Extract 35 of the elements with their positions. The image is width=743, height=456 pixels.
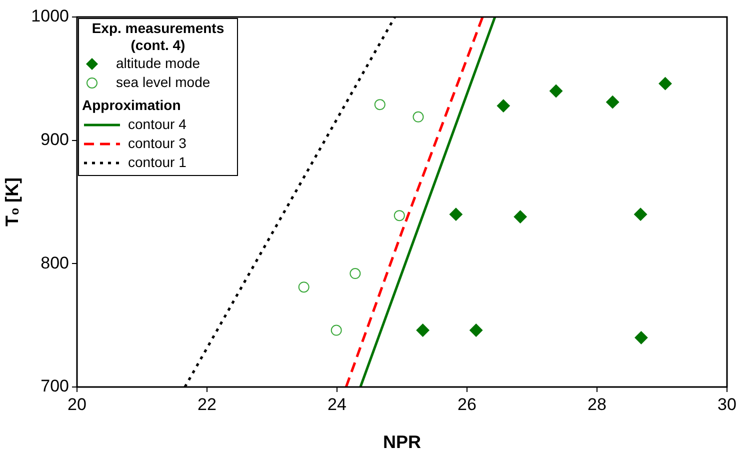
point [496, 99, 510, 112]
legend-label: contour 4 [128, 115, 186, 134]
point [394, 210, 405, 222]
point [350, 268, 361, 280]
point [374, 99, 386, 110]
point [330, 324, 342, 336]
point [658, 77, 672, 90]
legend-label: sea level mode [116, 73, 210, 92]
y-tick-label: 900 [40, 130, 69, 150]
legend-label: contour 1 [128, 153, 186, 172]
legend-label: contour 3 [128, 134, 186, 153]
point [416, 324, 430, 337]
point [514, 210, 527, 224]
x-tick-label: 30 [718, 394, 736, 414]
point [634, 331, 648, 344]
annotation: Approximation [82, 96, 182, 115]
x-tick-label: 22 [198, 394, 216, 414]
y-tick-label: 700 [40, 376, 69, 396]
point [412, 111, 424, 122]
y-tick-label: 1000 [31, 6, 69, 26]
point [606, 96, 620, 109]
y-tick-label: 800 [40, 253, 69, 272]
point [634, 208, 648, 221]
x-tick-label: 20 [68, 394, 86, 414]
y-axis-title: T₀ [K] [2, 177, 22, 227]
point [449, 208, 462, 221]
point [298, 282, 310, 293]
point [550, 84, 563, 98]
x-tick-label: 24 [328, 394, 346, 414]
legend-title: Exp. measurements (cont. 4) [90, 20, 226, 54]
point [470, 324, 483, 337]
x-tick-label: 28 [588, 394, 606, 414]
legend-label: altitude mode [116, 54, 200, 73]
x-axis-title: NPR [382, 432, 422, 452]
x-tick-label: 26 [458, 394, 476, 414]
